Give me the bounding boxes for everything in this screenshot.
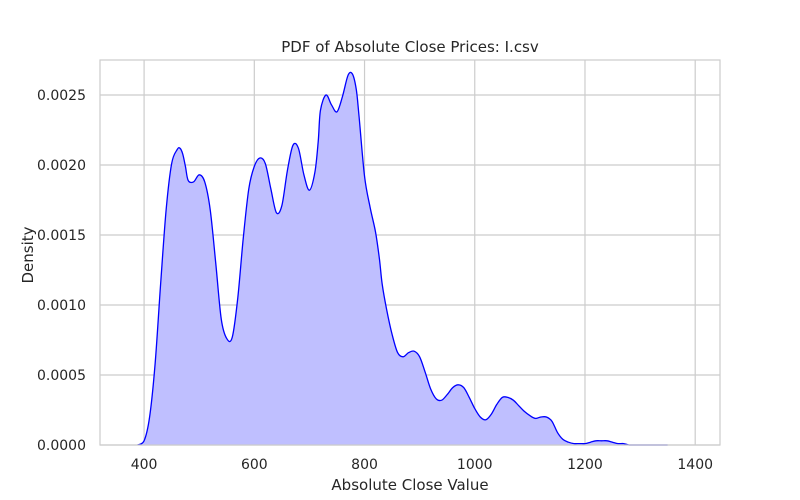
density-curve-line — [137, 71, 668, 446]
chart-title: PDF of Absolute Close Prices: I.csv — [281, 38, 539, 56]
x-tick-label: 800 — [351, 457, 378, 473]
y-tick-label: 0.0025 — [37, 88, 86, 104]
density-area-fill — [137, 72, 668, 445]
x-tick-label: 1400 — [677, 457, 713, 473]
x-tick-label: 1000 — [457, 457, 493, 473]
y-tick-label: 0.0010 — [37, 298, 86, 314]
y-tick-label: 0.0015 — [37, 228, 86, 244]
x-tick-label: 400 — [131, 457, 158, 473]
x-axis-ticks: 400 600 800 1000 1200 1400 — [131, 457, 713, 473]
y-tick-label: 0.0000 — [37, 438, 86, 454]
x-tick-label: 1200 — [567, 457, 603, 473]
y-axis-title: Density — [19, 226, 37, 283]
x-tick-label: 600 — [241, 457, 268, 473]
y-tick-label: 0.0005 — [37, 368, 86, 384]
y-axis-ticks: 0.0000 0.0005 0.0010 0.0015 0.0020 0.0025 — [37, 88, 86, 454]
y-tick-label: 0.0020 — [37, 158, 86, 174]
x-axis-title: Absolute Close Value — [331, 476, 488, 494]
plot-frame — [99, 59, 721, 446]
